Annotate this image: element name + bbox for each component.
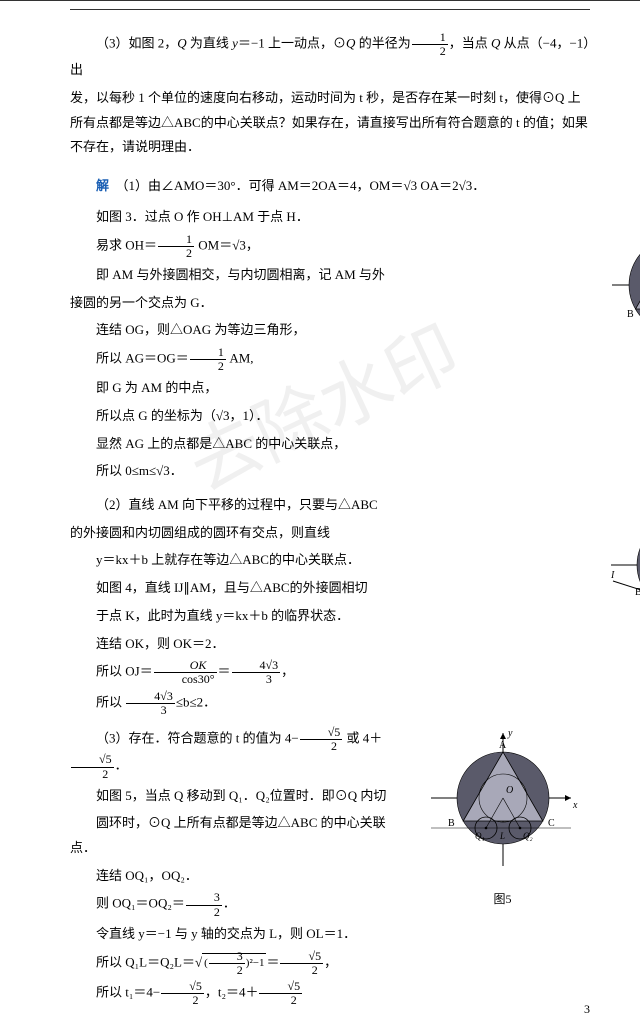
s2-l5: 连结 OK，则 OK＝2． (70, 632, 590, 657)
svg-text:I: I (610, 570, 615, 581)
problem-3-line1: （3）如图 2，Q 为直线 y＝−1 上一动点，⊙Q 的半径为12，当点 Q 从… (70, 31, 590, 83)
s2-l2: y＝kx＋b 上就存在等边△ABC的中心关联点． (70, 548, 590, 573)
solution-1-block: 如图 3．过点 O 作 OH⊥AM 于点 H． 易求 OH＝12 OM＝√3， … (70, 205, 590, 487)
s1-l5: 连结 OG，则△OAG 为等边三角形， (70, 318, 590, 343)
svg-text:Q₂: Q₂ (523, 831, 533, 841)
s2-l4: 于点 K，此时为直线 y＝kx＋b 的临界状态． (70, 604, 590, 629)
s1-l6: 所以 AG＝OG＝12 AM, (70, 346, 590, 373)
s3-l4: 连结 OQ₁，OQ₂． (70, 864, 410, 889)
svg-text:x: x (572, 800, 578, 811)
s1-l4: 即 AM 与外接圆相交，与内切圆相离，记 AM 与外 (70, 263, 590, 288)
fig5-caption: 图5 (425, 888, 580, 911)
s2-l1b: 的外接圆和内切圆组成的圆环有交点，则直线 (70, 521, 590, 546)
s2-l6: 所以 OJ＝OKcos30°＝4√33， (70, 659, 590, 686)
s1-l9: 显然 AG 上的点都是△ABC 的中心关联点， (70, 432, 590, 457)
s3-l6: 令直线 y＝−1 与 y 轴的交点为 L，则 OL＝1． (70, 922, 410, 947)
fig4-caption: 图4 (605, 655, 640, 678)
s3-l5: 则 OQ₁＝OQ₂＝32． (70, 891, 410, 918)
solve-label: 解 (96, 178, 109, 193)
svg-text:B: B (627, 309, 634, 320)
svg-text:Q₁: Q₁ (475, 831, 485, 841)
svg-text:A: A (499, 740, 507, 751)
content-area: （3）如图 2，Q 为直线 y＝−1 上一动点，⊙Q 的半径为12，当点 Q 从… (70, 31, 590, 1010)
page-number: 3 (584, 998, 590, 1021)
s2-l1: （2）直线 AM 向下平移的过程中，只要与△ABC (70, 493, 590, 518)
s3-l3: 圆环时，⊙Q 上所有点都是等边△ABC 的中心关联点． (70, 811, 410, 860)
s3-l2: 如图 5，当点 Q 移动到 Q₁．Q₂位置时．即⊙Q 内切 (70, 784, 410, 809)
s1-l8: 所以点 G 的坐标为（√3，1）． (70, 404, 590, 429)
s3-l8: 所以 t₁＝4−√52，t₂＝4＋√52 (70, 980, 410, 1007)
s1-l2: 如图 3．过点 O 作 OH⊥AM 于点 H． (70, 205, 590, 230)
svg-text:C: C (548, 818, 555, 829)
svg-text:y: y (507, 728, 513, 739)
solution-2-block: （2）直线 AM 向下平移的过程中，只要与△ABC 的外接圆和内切圆组成的圆环有… (70, 493, 590, 720)
s1-l3: 易求 OH＝12 OM＝√3， (70, 233, 590, 260)
solution-1-line1: 解 （1）由∠AMO＝30°．可得 AM＝2OA＝4，OM＝√3 OA＝2√3． (70, 174, 590, 199)
solution-3-block: （3）存在．符合题意的 t 的值为 4−√52 或 4＋√52． 如图 5，当点… (70, 726, 410, 1010)
s2-l3: 如图 4，直线 IJ∥AM，且与△ABC的外接圆相切 (70, 576, 590, 601)
svg-text:B: B (635, 587, 640, 598)
svg-text:L: L (499, 831, 505, 841)
figure-3: A B C O G H M x y 图3 (605, 205, 640, 385)
s3-l7: 所以 Q₁L＝Q₂L＝√(32)²−1＝√52， (70, 950, 410, 977)
figure-5: A B C O L Q₁ Q₂ x y 图5 (425, 726, 580, 911)
svg-text:B: B (448, 818, 455, 829)
s2-l7: 所以 4√33≤b≤2． (70, 690, 590, 717)
s1-l7: 即 G 为 AM 的中点， (70, 376, 590, 401)
s1-l10: 所以 0≤m≤√3． (70, 459, 590, 484)
fig3-caption: 图3 (605, 362, 640, 385)
figure-4: A B C O G I K J x y 图4 (605, 493, 640, 678)
s3-l1: （3）存在．符合题意的 t 的值为 4−√52 或 4＋√52． (70, 726, 410, 781)
problem-3-line2: 发，以每秒 1 个单位的速度向右移动，运动时间为 t 秒，是否存在某一时刻 t，… (70, 86, 590, 160)
svg-text:O: O (506, 785, 513, 796)
s1-l4b: 接圆的另一个交点为 G． (70, 291, 590, 316)
